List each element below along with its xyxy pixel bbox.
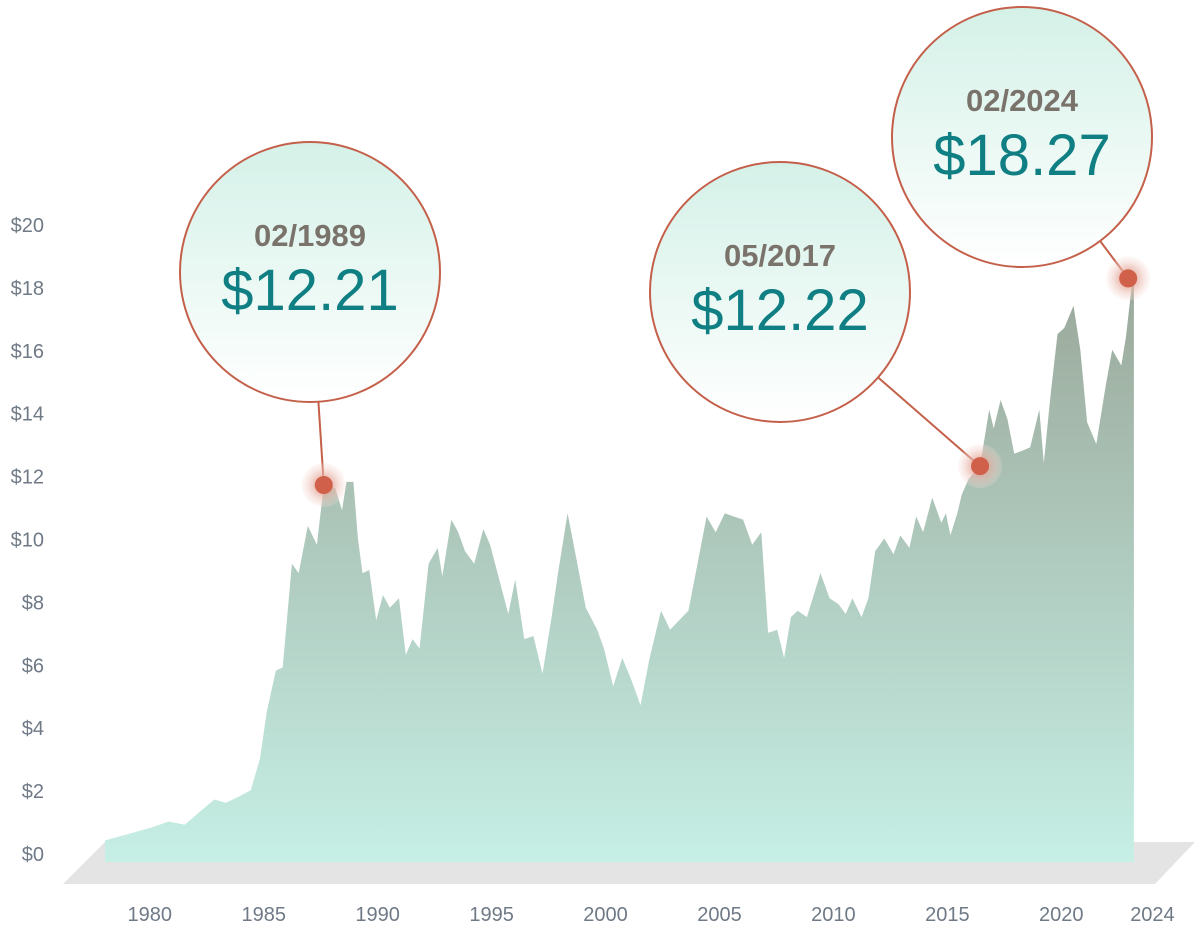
y-axis: $0 $2 $4 $6 $8 $10 $12 $14 $16 $18 $20 bbox=[11, 215, 44, 866]
callout-bubble bbox=[649, 161, 911, 423]
x-tick-label: 1990 bbox=[355, 904, 400, 926]
callout-02-1989: 02/1989 $12.21 bbox=[179, 141, 441, 508]
y-tick-label: $8 bbox=[22, 592, 44, 614]
price-area bbox=[105, 277, 1134, 862]
callout-02-2024: 02/2024 $18.27 bbox=[891, 6, 1153, 301]
callout-date: 02/1989 bbox=[254, 218, 366, 253]
y-tick-label: $20 bbox=[11, 215, 44, 237]
x-tick-label: 2024 bbox=[1130, 904, 1175, 926]
y-tick-label: $0 bbox=[22, 844, 44, 866]
marker-dot bbox=[971, 457, 990, 476]
callout-value: $18.27 bbox=[933, 123, 1110, 188]
x-tick-label: 1980 bbox=[128, 904, 173, 926]
x-tick-label: 2005 bbox=[697, 904, 742, 926]
marker-dot bbox=[314, 476, 333, 495]
y-tick-label: $16 bbox=[11, 341, 44, 363]
x-tick-label: 2015 bbox=[925, 904, 970, 926]
callout-05-2017: 05/2017 $12.22 bbox=[649, 161, 1003, 489]
y-tick-label: $12 bbox=[11, 467, 44, 489]
x-tick-label: 1995 bbox=[469, 904, 514, 926]
y-tick-label: $10 bbox=[11, 530, 44, 552]
y-tick-label: $2 bbox=[22, 781, 44, 803]
x-tick-label: 1985 bbox=[241, 904, 286, 926]
callout-bubble bbox=[179, 141, 441, 403]
callout-date: 02/2024 bbox=[966, 83, 1079, 118]
callout-value: $12.21 bbox=[221, 258, 398, 323]
y-tick-label: $6 bbox=[22, 655, 44, 677]
callout-date: 05/2017 bbox=[724, 238, 836, 273]
y-tick-label: $4 bbox=[22, 718, 44, 740]
y-tick-label: $14 bbox=[11, 404, 44, 426]
callouts: 02/1989 $12.21 05/2017 $12.22 02/2024 $18.27 bbox=[179, 6, 1153, 508]
callout-value: $12.22 bbox=[691, 278, 868, 343]
x-tick-label: 2010 bbox=[811, 904, 856, 926]
x-axis: 1980 1985 1990 1995 2000 2005 2010 2015 2020 2024 bbox=[128, 904, 1175, 926]
y-tick-label: $18 bbox=[11, 278, 44, 300]
x-tick-label: 2020 bbox=[1039, 904, 1084, 926]
x-tick-label: 2000 bbox=[583, 904, 628, 926]
callout-connector bbox=[877, 376, 981, 467]
marker-dot bbox=[1119, 269, 1138, 288]
callout-bubble bbox=[891, 6, 1153, 268]
